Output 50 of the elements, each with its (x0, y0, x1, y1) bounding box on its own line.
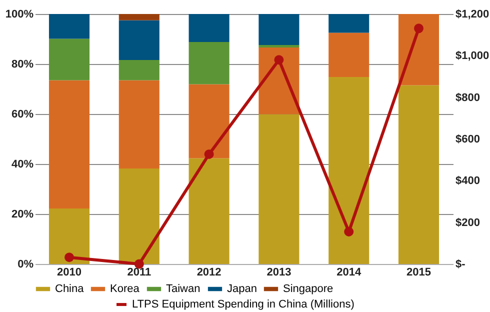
x-tick-label: 2015 (406, 266, 431, 278)
bar (118, 14, 160, 20)
bar (118, 168, 160, 264)
y2-tick-label: $600 (456, 134, 480, 146)
bar (188, 14, 230, 42)
y-tick-label: 80% (11, 58, 34, 70)
y-tick-label: 40% (11, 158, 34, 170)
bar (328, 77, 370, 264)
bar (258, 14, 300, 45)
bar (48, 208, 90, 264)
x-tick-label: 2011 (127, 266, 152, 278)
bar (188, 84, 230, 158)
y-tick-label: 100% (5, 8, 34, 20)
bar (188, 42, 230, 84)
y2-tick-label: $400 (456, 175, 480, 188)
legend-label: Singapore (283, 283, 334, 295)
y2-tick-label: $1,000 (456, 50, 490, 62)
point (274, 55, 284, 65)
bar (48, 80, 90, 208)
y-tick-label: 20% (11, 208, 34, 220)
legend-label: Korea (110, 283, 140, 295)
legend-label: LTPS Equipment Spending in China (Millions) (132, 298, 354, 310)
x-tick-label: 2012 (196, 266, 222, 278)
bar (118, 80, 160, 168)
legend-label: Japan (227, 283, 257, 295)
bar (258, 114, 300, 264)
bar (118, 60, 160, 80)
bar (118, 20, 160, 60)
y-tick-label: 0% (18, 258, 34, 270)
y2-tick-label: $- (456, 258, 466, 270)
y2-tick-label: $1,200 (456, 8, 490, 20)
x-tick-label: 2014 (336, 266, 362, 278)
y2-tick-label: $800 (456, 92, 480, 104)
bar (328, 32, 370, 77)
point (204, 149, 214, 159)
x-tick-label: 2013 (266, 266, 292, 278)
point (344, 226, 354, 236)
bar (188, 158, 230, 264)
y-tick-label: 60% (11, 108, 34, 120)
bar (48, 14, 90, 39)
y2-tick-label: $200 (456, 216, 480, 229)
bar (328, 14, 370, 33)
bar (48, 38, 90, 80)
legend-label: China (55, 283, 85, 295)
bar (398, 14, 440, 86)
point (414, 24, 424, 34)
point (64, 252, 74, 262)
x-tick-label: 2010 (57, 266, 82, 278)
legend-label: Taiwan (166, 283, 200, 295)
bar (398, 85, 440, 264)
